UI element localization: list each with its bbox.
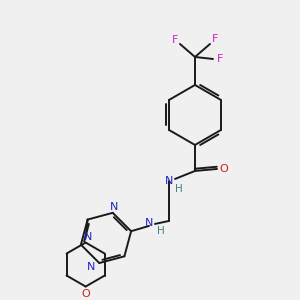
Text: N: N [165,176,173,186]
Text: H: H [157,226,165,236]
Text: H: H [175,184,183,194]
Text: N: N [145,218,153,228]
Text: N: N [110,202,118,212]
Text: F: F [212,34,218,44]
Text: F: F [217,54,223,64]
Text: O: O [81,289,90,298]
Text: F: F [172,35,178,45]
Text: O: O [220,164,228,174]
Text: N: N [83,232,92,242]
Text: N: N [87,262,95,272]
